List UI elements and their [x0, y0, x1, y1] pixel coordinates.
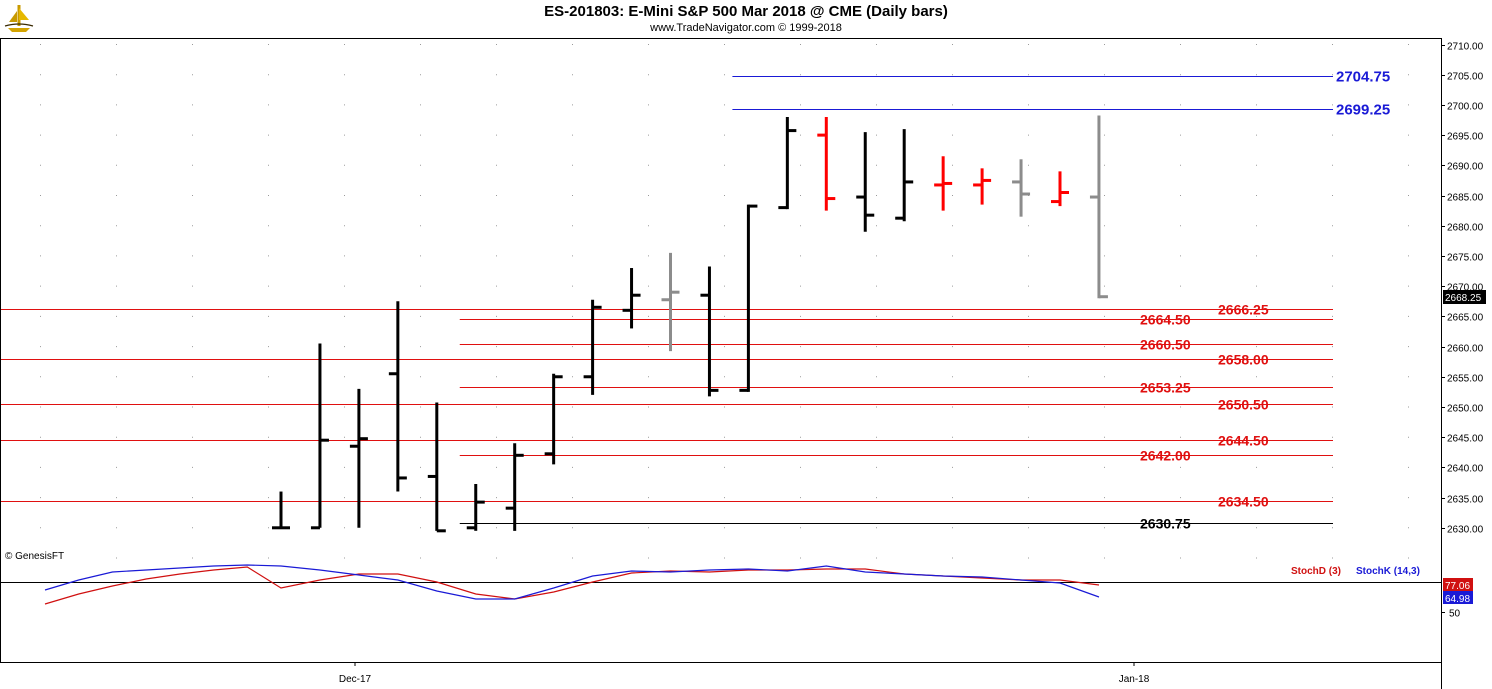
ohlc-bar-22 — [1089, 115, 1108, 299]
last-price-label: 2668.25 — [1445, 293, 1482, 304]
level-label-2630.75: 2630.75 — [1140, 516, 1191, 532]
level-label-2704.75: 2704.75 — [1336, 69, 1390, 86]
ohlc-bar-3 — [349, 388, 368, 528]
ohlc-bar-17 — [895, 129, 914, 222]
level-label-2634.50: 2634.50 — [1218, 494, 1269, 510]
level-label-2658.00: 2658.00 — [1218, 352, 1269, 368]
axis-label-2700: 2700.00 — [1447, 102, 1484, 113]
axis-label-2660: 2660.00 — [1447, 344, 1484, 355]
price-levels: 2704.75 2699.25 2666.25 2664.50 2660.50 2658.… — [1, 69, 1390, 532]
axis-label-2690: 2690.00 — [1447, 162, 1484, 173]
stoch-legend-2: StochK (14,3) — [1356, 566, 1420, 577]
ohlc-bar-1 — [272, 491, 290, 530]
date-label-Jan-18: Jan-18 — [1119, 674, 1150, 685]
axis-label-2685: 2685.00 — [1447, 193, 1484, 204]
axis-label-2630: 2630.00 — [1447, 525, 1484, 536]
ohlc-bar-4 — [388, 301, 407, 492]
copyright-label: © GenesisFT — [5, 551, 64, 562]
level-label-2664.50: 2664.50 — [1140, 312, 1191, 328]
stoch-d-line — [44, 566, 1100, 605]
grid-dot-pattern — [40, 44, 1409, 559]
ohlc-bar-14 — [778, 116, 797, 210]
level-label-2653.25: 2653.25 — [1140, 380, 1191, 396]
axis-label-2650: 2650.00 — [1447, 404, 1484, 415]
stoch-k-value-box — [1443, 591, 1473, 604]
axis-label-2665: 2665.00 — [1447, 313, 1484, 324]
chart-title: ES-201803: E-Mini S&P 500 Mar 2018 @ CME… — [544, 3, 948, 20]
level-label-2650.50: 2650.50 — [1218, 397, 1269, 413]
tradenavigator-logo-icon — [2, 2, 36, 34]
ohlc-bar-10 — [622, 268, 641, 329]
level-label-2666.25: 2666.25 — [1218, 302, 1269, 318]
ohlc-bar-8 — [544, 373, 563, 465]
ohlc-bar-19 — [973, 168, 992, 205]
plot-border — [0, 38, 1442, 663]
level-label-2644.50: 2644.50 — [1218, 433, 1269, 449]
stoch-d-value-box — [1443, 578, 1473, 591]
axis-label-2670: 2670.00 — [1447, 283, 1484, 294]
axis-label-2680: 2680.00 — [1447, 223, 1484, 234]
axis-label-2710: 2710.00 — [1447, 42, 1484, 53]
axis-label-2640: 2640.00 — [1447, 464, 1484, 475]
chart-frame — [0, 38, 1442, 689]
ohlc-bar-5 — [427, 402, 446, 533]
stoch-d-value: 77.06 — [1445, 581, 1470, 592]
stoch-k-value: 64.98 — [1445, 594, 1470, 605]
ohlc-bar-18 — [934, 156, 953, 211]
ohlc-bar-7 — [505, 443, 524, 531]
stoch-k-line — [44, 564, 1100, 600]
chart-subtitle: www.TradeNavigator.com © 1999-2018 — [650, 22, 842, 34]
axis-label-2705: 2705.00 — [1447, 72, 1484, 83]
axis-label-2635: 2635.00 — [1447, 495, 1484, 506]
level-label-2699.25: 2699.25 — [1336, 102, 1390, 119]
ohlc-bar-21 — [1051, 171, 1069, 207]
axis-label-2655: 2655.00 — [1447, 374, 1484, 385]
stoch-tick-label-50: 50 — [1449, 609, 1461, 620]
ohlc-bar-6 — [466, 483, 485, 531]
date-label-Dec-17: Dec-17 — [339, 674, 372, 685]
axis-label-2695: 2695.00 — [1447, 132, 1484, 143]
last-price-box — [1443, 290, 1486, 304]
price-axis: 2630.00 2635.00 2640.00 2645.00 2650.00 2655.… — [339, 42, 1486, 685]
ohlc-bar-9 — [583, 299, 602, 395]
level-label-2660.50: 2660.50 — [1140, 337, 1191, 353]
ohlc-bar-13 — [739, 204, 758, 392]
ohlc-bar-15 — [817, 116, 836, 211]
price-bars — [272, 115, 1108, 533]
grid-dots — [40, 44, 1409, 559]
stochastic-panel: 50 77.06 64.98 StochD (3) StochK (14,3) — [0, 564, 1473, 620]
axis-label-2645: 2645.00 — [1447, 434, 1484, 445]
ohlc-bar-12 — [700, 266, 719, 397]
ohlc-bar-11 — [661, 252, 680, 352]
axis-label-2675: 2675.00 — [1447, 253, 1484, 264]
ohlc-bar-2 — [310, 343, 329, 530]
level-label-2642.00: 2642.00 — [1140, 448, 1191, 464]
ohlc-bar-20 — [1012, 159, 1031, 217]
stoch-legend-1: StochD (3) — [1291, 566, 1341, 577]
ohlc-bar-16 — [856, 132, 875, 232]
